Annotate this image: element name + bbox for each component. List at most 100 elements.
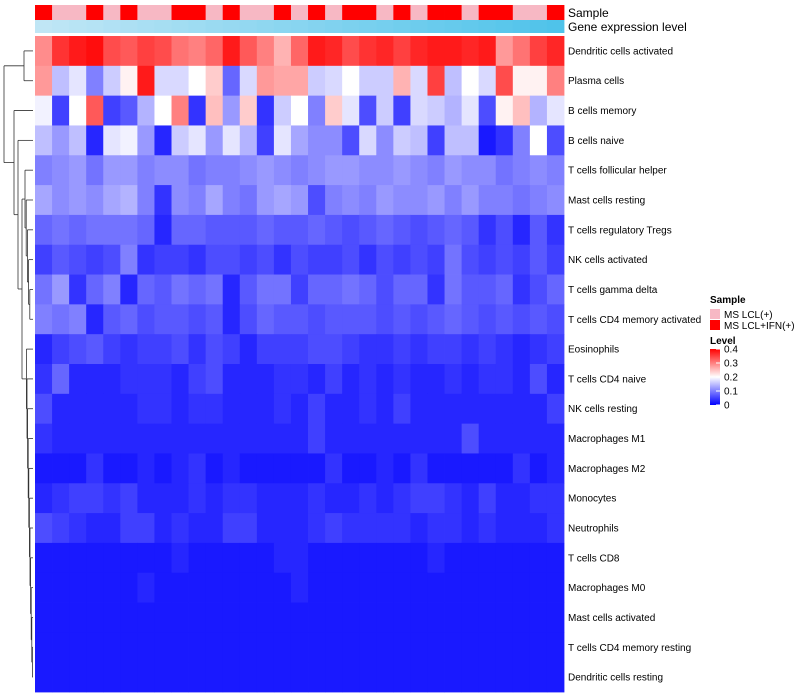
heatmap-cell: [512, 244, 531, 275]
heatmap-cell: [546, 155, 565, 186]
heatmap-cell: [393, 483, 411, 514]
heatmap-cell: [205, 65, 224, 97]
heatmap-cell: [52, 542, 70, 574]
heatmap-cell: [342, 662, 360, 693]
heatmap-cell: [342, 36, 360, 67]
heatmap-cell: [256, 334, 275, 365]
heatmap-cell: [69, 155, 87, 186]
heatmap-cell: [495, 542, 514, 574]
heatmap-cell: [359, 36, 377, 67]
heatmap-cell: [273, 632, 292, 663]
legend-colorbar: [710, 349, 720, 405]
heatmap-cell: [461, 244, 480, 275]
heatmap-cell: [290, 95, 309, 126]
heatmap-cell: [205, 214, 224, 246]
heatmap-cell: [410, 65, 428, 97]
heatmap-cell: [427, 572, 445, 603]
heatmap-cell: [478, 453, 497, 484]
gene-expression-annotation-cell: [376, 20, 394, 33]
heatmap-cell: [69, 214, 87, 246]
legend-label-ms-lcl-ifn: MS LCL+IFN(+): [724, 321, 795, 332]
heatmap-cell: [52, 334, 70, 365]
heatmap-cell: [444, 334, 463, 365]
heatmap-cell: [376, 185, 394, 216]
heatmap-cell: [290, 453, 309, 484]
heatmap-cell: [52, 513, 70, 544]
heatmap-cell: [188, 214, 207, 246]
heatmap-cell: [188, 453, 207, 484]
heatmap-cell: [444, 602, 463, 633]
heatmap-cell: [154, 453, 172, 484]
heatmap-cell: [512, 453, 531, 484]
gene-expression-annotation-cell: [308, 20, 326, 33]
sample-annotation-cell: [461, 5, 480, 20]
heatmap-cell: [546, 36, 565, 67]
heatmap-cell: [359, 423, 377, 454]
sample-annotation-cell: [273, 5, 292, 20]
heatmap-cell: [239, 36, 258, 67]
heatmap-cell: [325, 95, 343, 126]
heatmap-cell: [273, 393, 292, 425]
heatmap-cell: [308, 453, 326, 484]
heatmap-cell: [137, 632, 155, 663]
heatmap-cell: [393, 453, 411, 484]
heatmap-cell: [273, 423, 292, 454]
heatmap-cell: [256, 185, 275, 216]
heatmap-cell: [222, 214, 241, 246]
row-dendrogram: [3, 50, 33, 678]
heatmap-cell: [171, 513, 189, 544]
heatmap-cell: [444, 423, 463, 454]
heatmap-cell: [52, 572, 70, 603]
heatmap-cell: [69, 304, 87, 335]
heatmap-cell: [273, 36, 292, 67]
heatmap-cell: [256, 602, 275, 633]
heatmap-cell: [393, 155, 411, 186]
heatmap-cell: [273, 155, 292, 186]
heatmap-cell: [359, 214, 377, 246]
heatmap-cell: [171, 155, 189, 186]
heatmap-cell: [171, 65, 189, 97]
heatmap-cell: [290, 334, 309, 365]
heatmap-cell: [137, 662, 155, 693]
row-label: T cells CD4 memory resting: [568, 643, 691, 654]
heatmap-cell: [69, 513, 87, 544]
gene-expression-annotation-cell: [410, 20, 428, 33]
heatmap-cell: [171, 602, 189, 633]
heatmap-cell: [461, 125, 480, 156]
heatmap-cell: [427, 334, 445, 365]
heatmap-cell: [86, 95, 104, 126]
heatmap-cell: [512, 364, 531, 395]
heatmap-cell: [103, 274, 121, 305]
heatmap-cell: [290, 662, 309, 693]
gene-expression-annotation-cell: [222, 20, 241, 33]
heatmap-cell: [120, 304, 138, 335]
heatmap-cell: [495, 393, 514, 425]
gene-expression-annotation-cell: [35, 20, 53, 33]
row-label: Monocytes: [568, 494, 616, 505]
heatmap-cell: [290, 214, 309, 246]
heatmap-cell: [325, 393, 343, 425]
heatmap-cell: [154, 244, 172, 275]
heatmap-cell: [325, 334, 343, 365]
heatmap-cell: [222, 334, 241, 365]
heatmap-cell: [512, 602, 531, 633]
heatmap-cell: [308, 155, 326, 186]
heatmap-cell: [154, 364, 172, 395]
heatmap-cell: [529, 662, 548, 693]
heatmap-cell: [290, 483, 309, 514]
heatmap-cell: [529, 513, 548, 544]
heatmap-cell: [120, 662, 138, 693]
heatmap-cell: [69, 393, 87, 425]
heatmap-cell: [52, 423, 70, 454]
heatmap-cell: [478, 155, 497, 186]
heatmap-cell: [546, 572, 565, 603]
heatmap-cell: [308, 632, 326, 663]
heatmap-cell: [427, 214, 445, 246]
heatmap-cell: [188, 95, 207, 126]
heatmap-cell: [69, 453, 87, 484]
heatmap-cell: [546, 244, 565, 275]
heatmap-cell: [546, 632, 565, 663]
heatmap-cell: [103, 125, 121, 156]
heatmap-cell: [256, 364, 275, 395]
legend-swatch-ms-lcl: [710, 309, 720, 319]
